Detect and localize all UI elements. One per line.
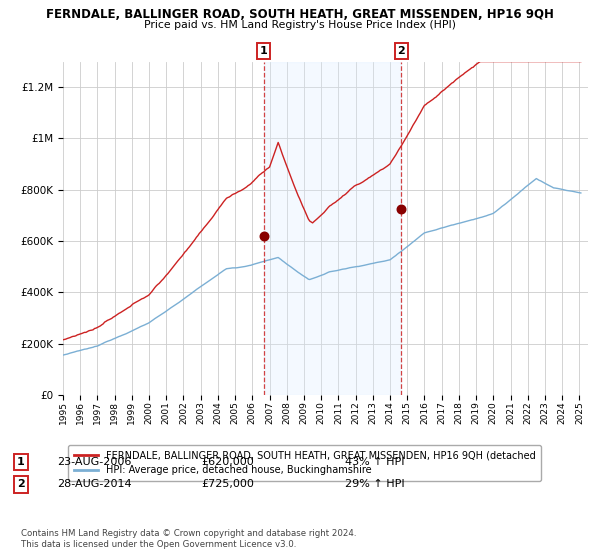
Text: £620,000: £620,000 [201, 457, 254, 467]
Text: 2: 2 [397, 46, 405, 56]
Text: 29% ↑ HPI: 29% ↑ HPI [345, 479, 404, 489]
Text: 2: 2 [17, 479, 25, 489]
Text: 1: 1 [260, 46, 268, 56]
Text: 23-AUG-2006: 23-AUG-2006 [57, 457, 131, 467]
Text: Price paid vs. HM Land Registry's House Price Index (HPI): Price paid vs. HM Land Registry's House … [144, 20, 456, 30]
Bar [263, 62, 401, 395]
Text: FERNDALE, BALLINGER ROAD, SOUTH HEATH, GREAT MISSENDEN, HP16 9QH: FERNDALE, BALLINGER ROAD, SOUTH HEATH, G… [46, 8, 554, 21]
Text: £725,000: £725,000 [201, 479, 254, 489]
Text: 1: 1 [17, 457, 25, 467]
Text: Contains HM Land Registry data © Crown copyright and database right 2024.
This d: Contains HM Land Registry data © Crown c… [21, 529, 356, 549]
Point [259, 231, 268, 240]
Text: 43% ↑ HPI: 43% ↑ HPI [345, 457, 404, 467]
Legend: FERNDALE, BALLINGER ROAD, SOUTH HEATH, GREAT MISSENDEN, HP16 9QH (detached, HPI:: FERNDALE, BALLINGER ROAD, SOUTH HEATH, G… [68, 445, 541, 481]
Point [397, 204, 406, 213]
Text: 28-AUG-2014: 28-AUG-2014 [57, 479, 131, 489]
